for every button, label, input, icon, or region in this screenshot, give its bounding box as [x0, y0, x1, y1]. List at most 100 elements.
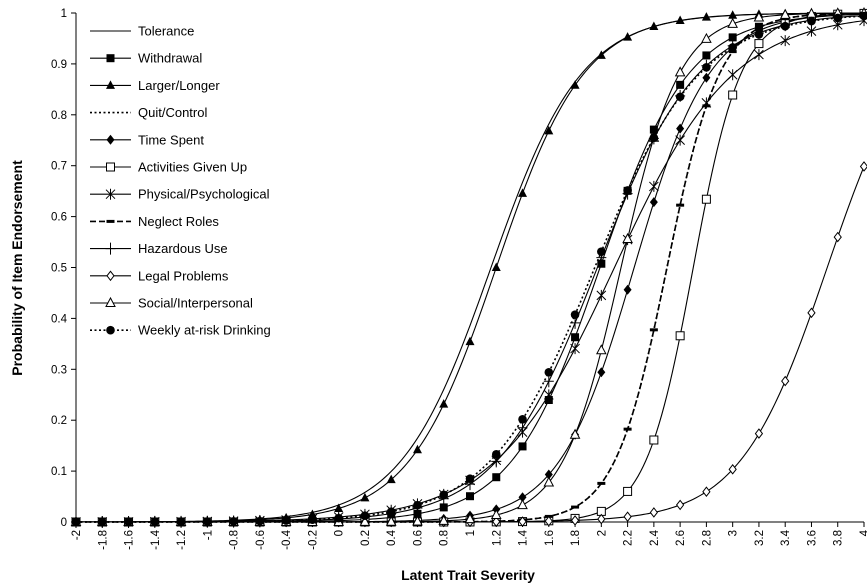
- x-tick-label: -1.2: [176, 530, 188, 550]
- data-point: [464, 513, 476, 524]
- x-tick-label: 0.6: [412, 530, 424, 546]
- data-point: [334, 503, 344, 512]
- data-point: [544, 469, 553, 480]
- data-point: [597, 481, 606, 485]
- x-tick-label: 0.4: [386, 529, 398, 546]
- x-tick-label: -0.4: [281, 529, 293, 549]
- legend-marker: [106, 54, 115, 63]
- legend-label: Withdrawal: [138, 51, 202, 66]
- data-point: [779, 8, 791, 19]
- y-tick-label: 1: [61, 8, 67, 20]
- y-axis-label: Probability of Item Endorsement: [9, 160, 25, 376]
- data-point: [281, 516, 291, 525]
- data-point: [570, 515, 580, 526]
- data-point: [728, 43, 737, 52]
- x-tick-label: -0.8: [229, 530, 241, 550]
- data-point: [360, 492, 370, 502]
- x-tick-label: 3.8: [833, 530, 845, 546]
- data-point: [386, 474, 396, 484]
- x-tick-label: 3.2: [754, 530, 766, 546]
- data-point: [543, 375, 554, 388]
- data-point: [518, 442, 527, 451]
- data-point: [702, 72, 711, 83]
- x-tick-label: 1.4: [518, 529, 530, 546]
- data-point: [649, 133, 659, 143]
- data-point: [623, 32, 633, 41]
- data-point: [518, 188, 528, 197]
- data-point: [702, 486, 711, 498]
- data-point: [649, 328, 658, 332]
- legend-label: Larger/Longer: [138, 78, 220, 93]
- data-point: [544, 515, 553, 527]
- legend-label: Quit/Control: [138, 105, 207, 120]
- data-point: [702, 63, 711, 72]
- x-tick-label: 2: [596, 530, 608, 536]
- data-point: [571, 505, 580, 509]
- data-point: [833, 231, 842, 243]
- data-point: [518, 414, 527, 424]
- data-point: [728, 33, 737, 42]
- data-point: [570, 343, 580, 355]
- data-point: [675, 331, 685, 341]
- data-point: [806, 25, 817, 37]
- data-point: [781, 375, 790, 387]
- y-tick-label: 0.3: [51, 364, 67, 376]
- legend-item: Social/Interpersonal: [90, 296, 253, 311]
- legend-item: Time Spent: [90, 132, 204, 147]
- data-point: [649, 197, 658, 208]
- data-point: [702, 51, 711, 60]
- data-point: [229, 517, 238, 526]
- data-point: [569, 428, 581, 439]
- legend-label: Social/Interpersonal: [138, 296, 253, 311]
- data-point: [570, 310, 580, 319]
- data-point: [623, 427, 632, 431]
- y-tick-label: 0.5: [51, 263, 67, 275]
- x-tick-label: 2.4: [649, 529, 661, 546]
- legend-item: Legal Problems: [90, 268, 229, 283]
- legend-label: Time Spent: [138, 132, 204, 147]
- x-axis-label: Latent Trait Severity: [401, 567, 535, 583]
- data-point: [701, 12, 711, 21]
- data-point: [543, 389, 554, 401]
- legend-label: Neglect Roles: [138, 214, 219, 229]
- data-point: [754, 49, 764, 61]
- legend-item: Neglect Roles: [90, 214, 219, 229]
- data-point: [543, 476, 555, 487]
- data-point: [439, 490, 449, 500]
- legend-marker: [106, 134, 115, 145]
- data-point: [71, 517, 81, 527]
- legend-label: Weekly at-risk Drinking: [138, 323, 271, 338]
- data-point: [517, 499, 528, 510]
- x-tick-label: 2.6: [675, 530, 687, 546]
- data-point: [728, 90, 738, 100]
- y-tick-label: 0.6: [51, 212, 67, 224]
- x-tick-label: 2.8: [701, 530, 713, 546]
- y-tick-label: 0.4: [51, 313, 68, 325]
- data-point: [859, 11, 867, 21]
- data-point: [727, 69, 738, 81]
- y-tick-label: 0.8: [51, 110, 67, 122]
- data-point: [859, 161, 867, 172]
- data-point: [622, 232, 633, 243]
- data-point: [675, 499, 685, 511]
- y-tick-label: 0.1: [51, 466, 67, 478]
- legend-item: Weekly at-risk Drinking: [90, 323, 271, 338]
- x-tick-label: 3.6: [806, 530, 818, 546]
- legend-label: Legal Problems: [138, 268, 229, 283]
- data-point: [570, 80, 580, 89]
- data-point: [674, 66, 686, 77]
- data-point: [491, 450, 501, 459]
- data-point: [334, 513, 343, 523]
- data-point: [702, 104, 711, 108]
- legend-background: [82, 15, 307, 350]
- data-point: [491, 262, 501, 271]
- y-tick-label: 0.2: [51, 415, 67, 427]
- legend-marker: [105, 188, 116, 200]
- legend-marker: [106, 162, 115, 172]
- data-point: [413, 500, 422, 510]
- data-point: [544, 367, 554, 377]
- data-point: [623, 186, 632, 195]
- legend-item: Hazardous Use: [90, 241, 228, 256]
- data-point: [518, 516, 527, 527]
- data-point: [385, 515, 397, 526]
